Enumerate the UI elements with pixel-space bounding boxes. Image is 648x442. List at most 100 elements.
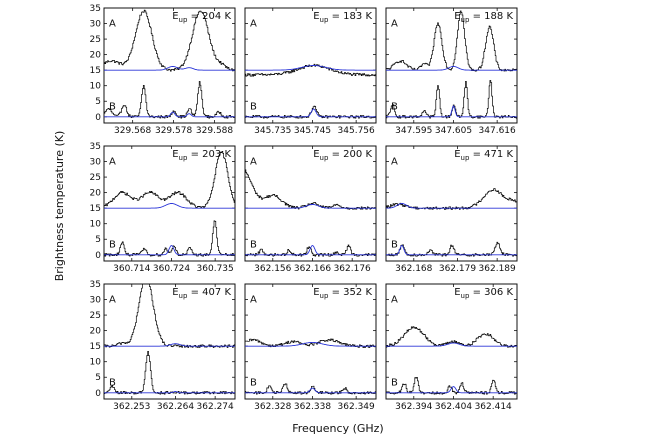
y-tick-label: 35 (90, 280, 101, 290)
plot-frame (385, 145, 518, 262)
y-tick-label: 10 (90, 358, 102, 368)
model-spectrum-a (104, 343, 235, 347)
x-tick-label: 360.735 (197, 264, 234, 274)
model-spectrum-a (386, 65, 517, 71)
y-tick-label: 15 (90, 342, 101, 352)
y-tick-label: 10 (90, 220, 102, 230)
observed-spectrum-b (104, 351, 235, 395)
model-spectrum-b (245, 245, 376, 256)
y-tick-label: 30 (90, 158, 102, 168)
spectrum-a-label: A (250, 157, 257, 168)
x-tick-label: 362.253 (113, 402, 150, 412)
y-tick-label: 0 (95, 113, 101, 123)
model-spectrum-b (386, 244, 517, 256)
x-tick-label: 362.338 (294, 402, 331, 412)
spectrum-b-label: B (391, 377, 398, 388)
y-tick-label: 15 (90, 204, 101, 214)
x-tick-label: 362.156 (254, 264, 291, 274)
x-tick-label: 362.166 (294, 264, 331, 274)
x-tick-label: 347.605 (435, 126, 472, 136)
eup-label: Eup = 188 K (454, 11, 513, 24)
model-spectrum-b (245, 387, 376, 394)
spectrum-b-label: B (109, 101, 116, 112)
panel-4: 0 5 10 15 20 25 30 35 360.714 360.724 360.735 A B Eup… (90, 142, 236, 274)
model-spectrum-a (386, 203, 517, 209)
y-tick-label: 20 (90, 327, 102, 337)
x-tick-label: 362.414 (475, 402, 512, 412)
x-tick-label: 360.714 (113, 264, 150, 274)
eup-label: Eup = 200 K (313, 149, 372, 162)
x-tick-label: 329.568 (114, 126, 151, 136)
x-tick-label: 345.735 (254, 126, 291, 136)
panel-7: 0 5 10 15 20 25 30 35 362.253 362.264 362.274 A B Eup… (90, 280, 236, 412)
y-tick-label: 25 (90, 173, 101, 183)
spectrum-a-label: A (109, 19, 116, 30)
spectrum-a-label: A (391, 295, 398, 306)
spectrum-b-label: B (109, 239, 116, 250)
observed-spectrum-b (386, 377, 517, 395)
spectrum-b-label: B (391, 101, 398, 112)
panel-6: 362.168 362.179 362.189 A B Eup = 471 K (385, 145, 518, 274)
model-spectrum-a (386, 342, 517, 347)
plot-frame (244, 283, 377, 400)
x-tick-label: 362.264 (157, 402, 194, 412)
model-spectrum-b (386, 386, 517, 394)
model-spectrum-a (104, 203, 235, 209)
observed-spectrum-b (386, 241, 517, 257)
x-tick-label: 362.349 (338, 402, 375, 412)
model-spectrum-a (245, 341, 376, 347)
eup-label: Eup = 471 K (454, 149, 513, 162)
observed-spectrum-a (386, 188, 517, 210)
x-tick-label: 345.756 (338, 126, 375, 136)
plot-frame (103, 145, 236, 262)
model-spectrum-b (104, 111, 235, 118)
y-tick-label: 5 (95, 235, 101, 245)
eup-label: Eup = 407 K (172, 287, 231, 300)
spectrum-b-label: B (250, 377, 257, 388)
y-tick-label: 15 (90, 66, 101, 76)
observed-spectrum-b (104, 81, 235, 119)
y-tick-label: 30 (90, 20, 102, 30)
x-tick-label: 362.179 (439, 264, 476, 274)
x-tick-label: 345.745 (294, 126, 331, 136)
x-tick-label: 360.724 (153, 264, 190, 274)
model-spectrum-b (386, 105, 517, 118)
panel-2: 345.735 345.745 345.756 A B Eup = 183 K (244, 7, 377, 136)
eup-label: Eup = 204 K (172, 11, 231, 24)
y-tick-label: 5 (95, 97, 101, 107)
eup-label: Eup = 203 K (172, 149, 231, 162)
observed-spectrum-a (104, 9, 235, 72)
observed-spectrum-a (245, 169, 376, 210)
model-spectrum-b (245, 108, 376, 118)
panel-8: 362.328 362.338 362.349 A B Eup = 352 K (244, 283, 377, 412)
y-tick-label: 0 (95, 389, 101, 399)
spectrum-b-label: B (250, 101, 257, 112)
x-tick-label: 362.176 (334, 264, 371, 274)
y-tick-label: 30 (90, 296, 102, 306)
eup-label: Eup = 183 K (313, 11, 372, 24)
y-tick-label: 0 (95, 251, 101, 261)
panel-grid: 0 5 10 15 20 25 30 35 329.568 329.578 329.588 A B Eup… (90, 4, 518, 412)
spectrum-a-label: A (250, 295, 257, 306)
y-axis-label: Brightness temperature (K) (53, 131, 66, 282)
spectrum-a-label: A (250, 19, 257, 30)
x-axis-label: Frequency (GHz) (292, 422, 383, 435)
model-spectrum-a (245, 203, 376, 209)
model-spectrum-b (104, 245, 235, 256)
x-tick-label: 362.328 (254, 402, 291, 412)
panel-9: 362.394 362.404 362.414 A B Eup = 306 K (385, 283, 518, 412)
x-tick-label: 347.595 (395, 126, 432, 136)
model-spectrum-b (104, 391, 235, 394)
spectrum-a-label: A (391, 19, 398, 30)
observed-spectrum-a (245, 338, 376, 348)
x-tick-label: 362.394 (395, 402, 432, 412)
y-tick-label: 35 (90, 4, 101, 14)
spectrum-b-label: B (250, 239, 257, 250)
plot-frame (244, 145, 377, 262)
observed-spectrum-a (104, 284, 235, 348)
panel-3: 347.595 347.605 347.616 A B Eup = 188 K (385, 7, 518, 136)
y-tick-label: 25 (90, 35, 101, 45)
y-tick-label: 5 (95, 373, 101, 383)
y-tick-label: 10 (90, 82, 102, 92)
